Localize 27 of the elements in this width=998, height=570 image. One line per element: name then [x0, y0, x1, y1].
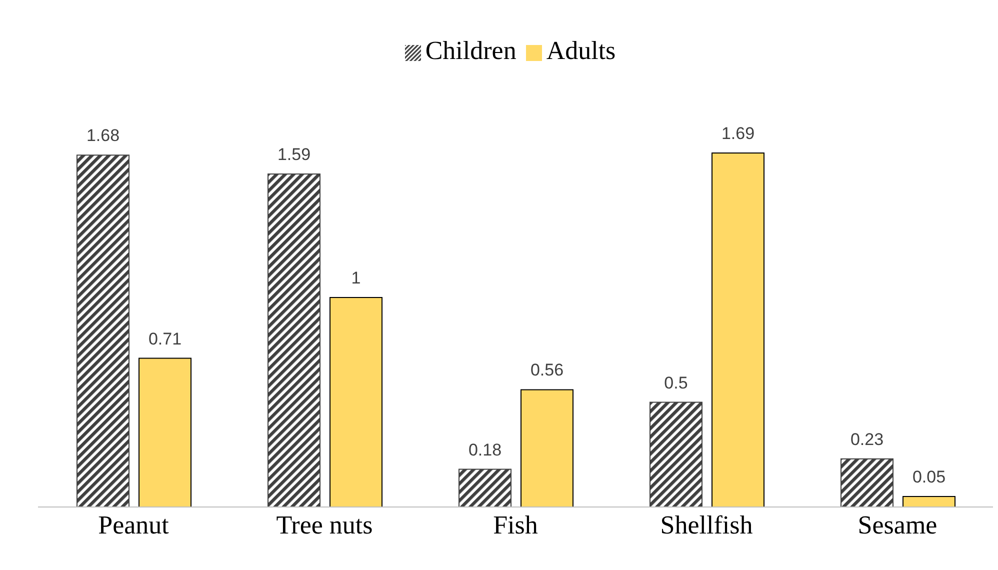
data-label: 1.68: [86, 126, 120, 146]
bar: [138, 358, 192, 508]
data-label: 1: [351, 268, 361, 288]
bar: [712, 152, 764, 508]
bar: [458, 468, 512, 508]
data-label: 1.69: [721, 124, 755, 143]
bar: [76, 154, 130, 508]
x-tick-label: Peanut: [98, 510, 170, 540]
data-label: 0.71: [148, 329, 182, 348]
legend-label: Adults: [546, 36, 616, 65]
legend-label: Children: [425, 36, 516, 65]
data-label: 0.5: [664, 373, 688, 392]
x-tick-label: Sesame: [858, 510, 938, 540]
bar: [902, 496, 956, 508]
bar: [650, 402, 702, 508]
x-tick-label: Fish: [493, 510, 538, 540]
x-tick-label: Shellfish: [660, 510, 753, 540]
data-label: 0.18: [468, 440, 502, 460]
bar: [268, 173, 320, 508]
data-label: 0.56: [530, 360, 564, 380]
data-label: 0.05: [912, 468, 946, 487]
bar: [330, 297, 382, 508]
data-label: 0.23: [850, 430, 884, 449]
data-label: 1.59: [277, 144, 311, 164]
x-tick-label: Tree nuts: [276, 510, 373, 540]
bar: [520, 389, 574, 508]
bar: [840, 458, 894, 508]
